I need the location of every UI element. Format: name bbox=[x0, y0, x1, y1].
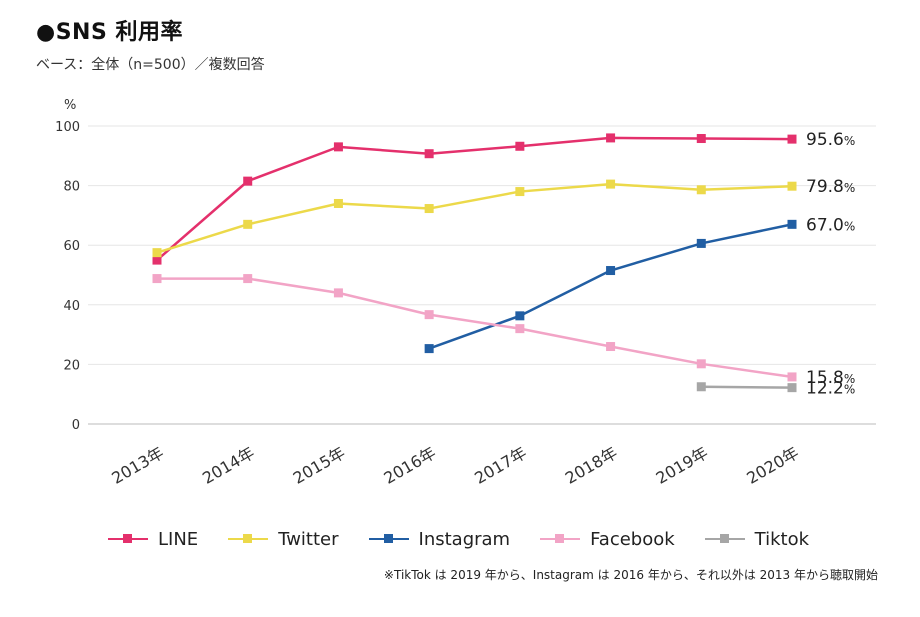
data-point-twitter bbox=[606, 179, 616, 189]
series-group bbox=[152, 133, 797, 393]
y-axis-unit-label: % bbox=[64, 98, 77, 113]
grid-lines bbox=[88, 125, 876, 425]
series-line-instagram bbox=[428, 223, 793, 350]
legend-item-facebook: Facebook bbox=[540, 529, 675, 550]
chart-subtitle: ベース：全体（n=500）／複数回答 bbox=[36, 57, 265, 73]
legend-swatch-facebook bbox=[540, 531, 581, 547]
legend-item-twitter: Twitter bbox=[228, 528, 339, 550]
x-tick-label: 2015年 bbox=[290, 443, 349, 488]
data-point-line bbox=[243, 176, 253, 186]
data-point-twitter bbox=[424, 204, 434, 214]
end-label-twitter: 79.8% bbox=[806, 177, 855, 197]
y-tick-label: 80 bbox=[63, 180, 80, 195]
legend-swatch-twitter bbox=[228, 531, 269, 547]
data-point-twitter bbox=[696, 185, 706, 195]
data-point-line bbox=[787, 134, 797, 144]
end-labels: 95.6% 79.8% 67.0% 15.8%12.2% bbox=[806, 130, 855, 399]
legend-swatch-tiktok bbox=[704, 531, 745, 547]
legend-label-twitter: Twitter bbox=[278, 528, 339, 550]
data-point-twitter bbox=[787, 181, 797, 191]
y-tick-label: 20 bbox=[63, 358, 80, 373]
series-instagram bbox=[424, 219, 797, 354]
data-point-facebook bbox=[515, 324, 525, 334]
legend-swatch-line bbox=[108, 531, 148, 547]
x-tick-label: 2017年 bbox=[471, 443, 530, 488]
data-point-facebook bbox=[606, 342, 616, 352]
y-tick-label: 60 bbox=[63, 239, 80, 254]
x-tick-label: 2019年 bbox=[653, 443, 712, 488]
y-axis-ticks: 0 20 40 60 80 100 bbox=[55, 120, 80, 433]
data-point-facebook bbox=[424, 310, 434, 320]
data-point-facebook bbox=[787, 372, 797, 382]
series-line bbox=[152, 133, 797, 265]
end-label-instagram: 67.0% bbox=[806, 215, 855, 235]
data-point-instagram bbox=[787, 219, 797, 229]
series-tiktok bbox=[696, 382, 797, 393]
series-twitter bbox=[152, 179, 797, 258]
x-tick-label: 2014年 bbox=[199, 443, 258, 488]
data-point-twitter bbox=[243, 219, 253, 229]
y-tick-label: 0 bbox=[72, 418, 80, 433]
data-point-twitter bbox=[333, 198, 343, 208]
series-line-tiktok bbox=[701, 385, 793, 389]
data-point-facebook bbox=[243, 274, 253, 284]
y-tick-label: 100 bbox=[55, 120, 80, 135]
legend-item-tiktok: Tiktok bbox=[704, 528, 810, 550]
data-point-instagram bbox=[424, 344, 434, 354]
legend-label-instagram: Instagram bbox=[418, 528, 511, 550]
x-tick-label: 2020年 bbox=[743, 443, 802, 488]
series-line-line bbox=[156, 136, 793, 262]
series-line-facebook bbox=[157, 277, 793, 379]
data-point-tiktok bbox=[787, 383, 797, 393]
chart-title: ●SNS 利用率 bbox=[36, 20, 183, 45]
data-point-twitter bbox=[152, 248, 162, 258]
legend-item-line: LINE bbox=[108, 529, 198, 550]
data-point-instagram bbox=[515, 311, 525, 321]
legend: LINE Twitter Instagram Facebook Tiktok bbox=[108, 526, 839, 552]
data-point-tiktok bbox=[696, 382, 706, 392]
data-point-line bbox=[152, 255, 162, 265]
data-point-instagram bbox=[696, 238, 706, 248]
footnote: ※TikTok は 2019 年から、Instagram は 2016 年から、… bbox=[383, 568, 878, 582]
x-tick-label: 2013年 bbox=[108, 443, 167, 488]
x-axis-ticks: 2013年 2014年 2015年 2016年 2017年 2018年 2019年 2020年 bbox=[108, 443, 802, 488]
legend-label-line: LINE bbox=[158, 528, 199, 550]
data-point-instagram bbox=[606, 266, 616, 276]
legend-swatch-instagram bbox=[368, 531, 409, 547]
legend-label-tiktok: Tiktok bbox=[754, 528, 810, 550]
data-point-line bbox=[424, 149, 434, 159]
end-label-tiktok: 12.2% bbox=[806, 379, 855, 399]
data-point-line bbox=[606, 133, 616, 143]
legend-item-instagram: Instagram bbox=[368, 528, 511, 550]
data-point-line bbox=[333, 142, 343, 152]
legend-label-facebook: Facebook bbox=[590, 528, 675, 550]
data-point-line bbox=[696, 134, 706, 144]
data-point-twitter bbox=[515, 187, 525, 197]
end-label-line: 95.6% bbox=[806, 130, 855, 150]
data-point-line bbox=[515, 141, 525, 151]
data-point-facebook bbox=[696, 359, 706, 369]
x-tick-label: 2018年 bbox=[562, 443, 621, 488]
series-line-twitter bbox=[156, 182, 793, 254]
x-tick-label: 2016年 bbox=[381, 443, 440, 488]
data-point-facebook bbox=[152, 274, 162, 284]
series-facebook bbox=[152, 274, 797, 382]
data-point-facebook bbox=[333, 288, 343, 298]
y-tick-label: 40 bbox=[63, 299, 80, 314]
end-label-facebook: 15.8% bbox=[806, 368, 855, 388]
